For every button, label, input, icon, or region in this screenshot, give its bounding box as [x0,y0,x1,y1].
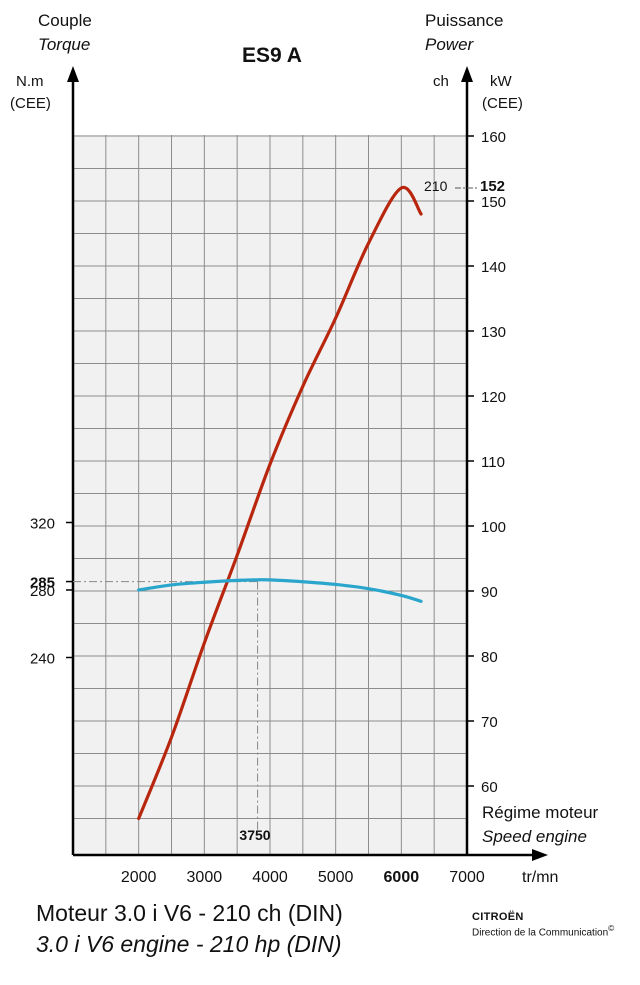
chart-labels: Couple Torque N.m (CEE) ES9 A Puissance … [10,11,599,886]
right-axis-tick-label: 60 [481,779,498,796]
right-axis-tick-label: 100 [481,519,506,536]
brand-block: CITROËN Direction de la Communication© [472,911,615,939]
engine-performance-chart: Couple Torque N.m (CEE) ES9 A Puissance … [10,11,599,886]
right-axis-tick-label: 140 [481,259,506,276]
left-axis-arrow [67,66,79,82]
right-axis-title: Puissance [425,11,503,30]
x-axis-tick-label: 3000 [187,869,223,886]
peak-torque-rpm-label: 3750 [239,827,270,843]
x-axis-tick-label: 5000 [318,869,354,886]
right-axis-tick-label: 160 [481,129,506,146]
engine-subtitle: 3.0 i V6 engine - 210 hp (DIN) [36,931,342,957]
left-axis-subtitle: Torque [38,35,90,54]
left-axis-tick-label: 320 [30,516,55,533]
torque-curve [137,578,423,603]
right-axis-tick-label: 120 [481,389,506,406]
x-axis-arrow [532,849,548,861]
x-axis-tick-label: 4000 [252,869,288,886]
right-axis-unit-ch: ch [433,73,449,90]
right-axis-tick-label: 130 [481,324,506,341]
brand-name: CITROËN [472,911,524,923]
left-axis-tick-label: 240 [30,651,55,668]
right-axis-tick-label: 80 [481,649,498,666]
chart-title: ES9 A [242,44,302,67]
engine-title: Moteur 3.0 i V6 - 210 ch (DIN) [36,900,343,926]
left-axis-unit: N.m [16,73,44,90]
x-axis-label-en: Speed engine [482,827,587,846]
x-axis-tick-label: 6000 [384,869,420,886]
brand-department-text: Direction de la Communication [472,926,609,938]
right-axis-unit-kw: kW [490,73,513,90]
right-axis-tick-label: 70 [481,714,498,731]
left-axis-unit-cee: (CEE) [10,95,51,112]
x-axis-tick-label: 2000 [121,869,157,886]
x-axis-label-fr: Régime moteur [482,803,599,822]
right-axis-arrow [461,66,473,82]
x-axis-tick-label: 7000 [449,869,485,886]
chart-series [73,185,477,830]
peak-power-ch-label: 210 [424,178,448,194]
chart-axes [66,66,548,861]
right-axis-unit-cee: (CEE) [482,95,523,112]
right-axis-tick-label: 150 [481,194,506,211]
copyright-symbol: © [608,922,615,933]
brand-department: Direction de la Communication© [472,922,615,939]
left-axis-title: Couple [38,11,92,30]
left-axis-tick-label: 280 [30,583,55,600]
peak-power-kw-label: 152 [480,178,505,195]
chart-footer: Moteur 3.0 i V6 - 210 ch (DIN) 3.0 i V6 … [36,900,343,958]
right-axis-subtitle: Power [425,35,475,54]
power-curve [137,185,423,821]
left-axis-tick-label: 285 [30,575,55,592]
x-axis-unit: tr/mn [522,869,558,886]
right-axis-tick-label: 110 [481,454,505,471]
plot-grid [73,135,467,855]
right-axis-tick-label: 90 [481,584,498,601]
